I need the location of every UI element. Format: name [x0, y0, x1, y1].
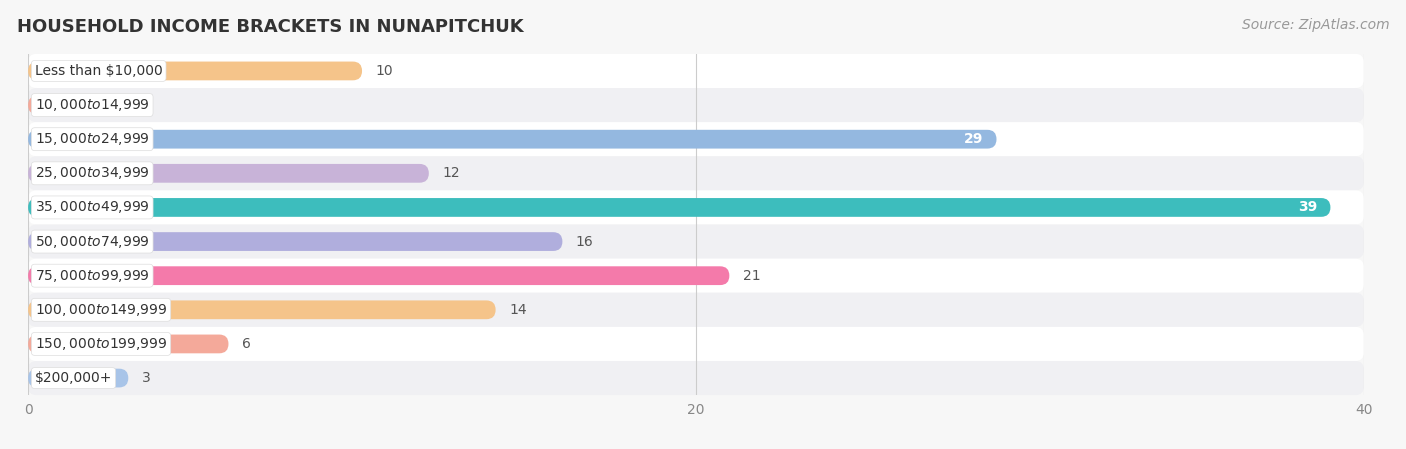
- Text: 12: 12: [443, 166, 460, 180]
- Text: $35,000 to $49,999: $35,000 to $49,999: [35, 199, 149, 216]
- Text: 10: 10: [375, 64, 394, 78]
- Text: 21: 21: [742, 269, 761, 283]
- Text: $10,000 to $14,999: $10,000 to $14,999: [35, 97, 149, 113]
- Text: $25,000 to $34,999: $25,000 to $34,999: [35, 165, 149, 181]
- FancyBboxPatch shape: [28, 361, 1364, 395]
- Text: 39: 39: [1298, 200, 1317, 215]
- FancyBboxPatch shape: [28, 54, 1364, 88]
- Text: $50,000 to $74,999: $50,000 to $74,999: [35, 233, 149, 250]
- FancyBboxPatch shape: [28, 198, 1330, 217]
- FancyBboxPatch shape: [28, 369, 128, 387]
- FancyBboxPatch shape: [28, 224, 1364, 259]
- Text: $200,000+: $200,000+: [35, 371, 112, 385]
- FancyBboxPatch shape: [28, 293, 1364, 327]
- Text: 3: 3: [142, 371, 150, 385]
- FancyBboxPatch shape: [28, 190, 1364, 224]
- FancyBboxPatch shape: [28, 232, 562, 251]
- Text: 16: 16: [576, 234, 593, 249]
- FancyBboxPatch shape: [28, 156, 1364, 190]
- Text: Source: ZipAtlas.com: Source: ZipAtlas.com: [1241, 18, 1389, 32]
- Text: Less than $10,000: Less than $10,000: [35, 64, 163, 78]
- FancyBboxPatch shape: [28, 259, 1364, 293]
- Text: $75,000 to $99,999: $75,000 to $99,999: [35, 268, 149, 284]
- FancyBboxPatch shape: [28, 164, 429, 183]
- FancyBboxPatch shape: [28, 130, 997, 149]
- Text: HOUSEHOLD INCOME BRACKETS IN NUNAPITCHUK: HOUSEHOLD INCOME BRACKETS IN NUNAPITCHUK: [17, 18, 523, 36]
- FancyBboxPatch shape: [28, 88, 1364, 122]
- Text: 29: 29: [963, 132, 983, 146]
- Text: 6: 6: [242, 337, 250, 351]
- FancyBboxPatch shape: [28, 335, 229, 353]
- Text: 3: 3: [142, 98, 150, 112]
- FancyBboxPatch shape: [28, 327, 1364, 361]
- FancyBboxPatch shape: [28, 62, 363, 80]
- FancyBboxPatch shape: [28, 122, 1364, 156]
- Text: 14: 14: [509, 303, 527, 317]
- Text: $150,000 to $199,999: $150,000 to $199,999: [35, 336, 167, 352]
- Text: $100,000 to $149,999: $100,000 to $149,999: [35, 302, 167, 318]
- FancyBboxPatch shape: [28, 96, 128, 114]
- Text: $15,000 to $24,999: $15,000 to $24,999: [35, 131, 149, 147]
- FancyBboxPatch shape: [28, 300, 496, 319]
- FancyBboxPatch shape: [28, 266, 730, 285]
